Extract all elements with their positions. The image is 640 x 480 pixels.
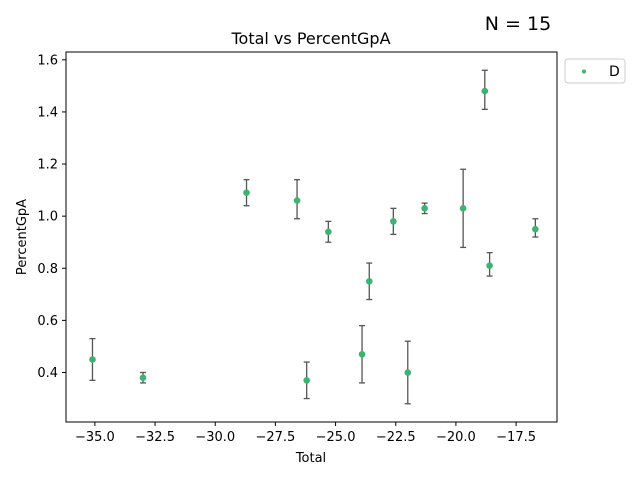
data-point xyxy=(390,218,397,225)
x-tick-label: −30.0 xyxy=(195,430,235,445)
x-tick-label: −27.5 xyxy=(255,430,295,445)
data-point xyxy=(139,374,147,382)
y-tick-label: 1.0 xyxy=(37,210,58,225)
x-tick-label: −20.0 xyxy=(436,430,476,445)
x-tick-label: −25.0 xyxy=(316,430,356,445)
legend-marker xyxy=(582,69,586,74)
points-layer xyxy=(89,87,539,384)
y-tick-label: 1.4 xyxy=(37,105,58,120)
x-tick-label: −22.5 xyxy=(376,430,416,445)
chart-title: Total vs PercentGpA xyxy=(230,29,390,48)
data-point xyxy=(486,262,493,269)
data-point xyxy=(365,277,373,285)
x-tick-label: −35.0 xyxy=(75,430,115,445)
y-tick-label: 0.6 xyxy=(37,314,58,329)
data-point xyxy=(325,228,332,236)
x-axis-ticks: −35.0 −32.5 −30.0 −27.5 −25.0 −22.5 −20.0 −17.5 xyxy=(75,422,536,445)
data-point xyxy=(303,377,310,384)
data-point xyxy=(481,87,489,95)
legend-label: D xyxy=(609,64,620,80)
data-point xyxy=(243,189,250,197)
count-annotation: N = 15 xyxy=(485,13,551,35)
data-point xyxy=(89,356,96,363)
x-axis-label: Total xyxy=(295,451,326,466)
legend: D xyxy=(564,58,626,84)
x-tick-label: −17.5 xyxy=(496,430,536,445)
y-axis-ticks: 0.4 0.6 0.8 1.0 1.2 1.4 1.6 xyxy=(37,53,66,381)
y-tick-label: 0.4 xyxy=(37,366,58,381)
data-point xyxy=(404,369,412,376)
data-point xyxy=(358,350,366,358)
legend-frame xyxy=(564,58,626,84)
y-tick-label: 1.6 xyxy=(37,53,58,68)
data-point xyxy=(293,197,301,204)
data-point xyxy=(459,205,467,212)
data-point xyxy=(421,205,428,212)
x-tick-label: −32.5 xyxy=(135,430,175,445)
y-tick-label: 0.8 xyxy=(37,262,58,277)
y-axis-label: PercentGpA xyxy=(15,199,30,275)
y-tick-label: 1.2 xyxy=(37,158,58,173)
data-point xyxy=(532,225,539,233)
plot-area xyxy=(65,51,558,423)
